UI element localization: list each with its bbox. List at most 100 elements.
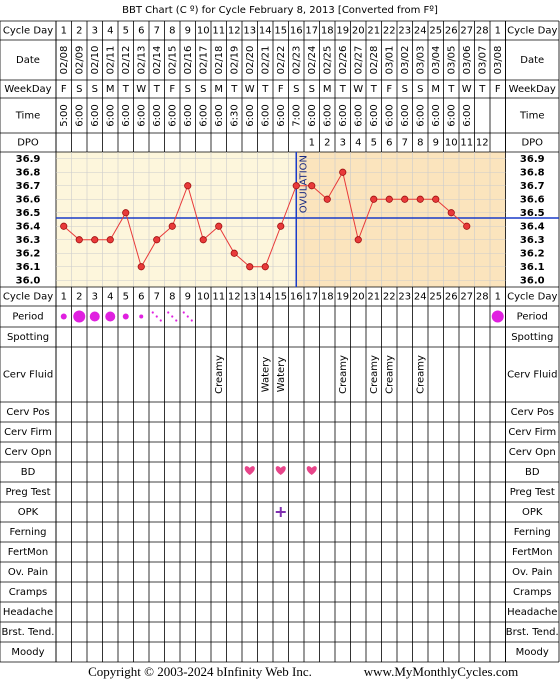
cycle-day: 22 [383,292,396,303]
weekday: T [478,84,486,95]
period-mark [60,313,67,320]
period-spotting [186,315,189,318]
temp-point [122,209,130,217]
dpo: 2 [324,138,330,149]
date: 03/08 [493,46,504,75]
cerv-fluid: Creamy [214,355,225,394]
dpo: 4 [355,138,361,149]
cycle-day: 1 [495,292,501,303]
temp-point [323,195,331,203]
cycle-day: 5 [123,292,129,303]
date: 02/14 [152,46,163,75]
row-label: Ov. Pain [512,567,552,578]
cycle-day: 19 [336,292,349,303]
date: 03/07 [477,46,488,75]
y-tick-label: 36.4 [16,221,41,232]
cerv-fluid: Creamy [415,355,426,394]
y-tick-label: 36.0 [520,275,545,286]
row-label: Brst. Tend. [2,627,55,638]
temp-point [416,195,424,203]
weekday: T [230,84,238,95]
row-label: Spotting [511,332,553,343]
temp-point [339,168,347,176]
cycle-day: 13 [243,26,256,37]
row-label: BD [21,467,36,478]
cycle-day: 11 [212,26,225,37]
weekday: T [370,84,378,95]
date: 02/09 [74,46,85,75]
cycle-day: 25 [429,292,442,303]
cycle-day: 16 [290,292,303,303]
cycle-day: 4 [107,26,113,37]
time: 6:00 [105,104,116,126]
cycle-day: 9 [185,292,191,303]
time: 6:00 [74,104,85,126]
cycle-day: 10 [197,292,210,303]
cycle-day: 16 [290,26,303,37]
row-label: WeekDay [509,84,556,95]
opk-mark [275,507,286,517]
temp-point [153,236,161,244]
period-spotting [159,319,162,322]
date: 02/11 [105,46,116,75]
weekday: F [495,84,501,95]
cycle-day: 23 [398,292,411,303]
date: 02/08 [59,46,70,75]
cycle-day: 13 [243,292,256,303]
date: 03/06 [462,46,473,75]
chart-title: BBT Chart (C º) for Cycle February 8, 20… [122,5,438,16]
row-label: Ferning [514,527,551,538]
temp-point [385,195,393,203]
weekday: F [169,84,175,95]
cycle-day: 28 [476,26,489,37]
row-label: Cycle Day [507,26,557,37]
temp-point [199,236,207,244]
period-spotting [175,319,178,322]
y-tick-label: 36.1 [520,262,545,273]
cycle-day: 4 [107,292,113,303]
time: 6:00 [276,104,287,126]
temp-point [370,195,378,203]
cerv-fluid: Watery [260,357,271,393]
cerv-fluid: Creamy [338,355,349,394]
row-label: OPK [18,507,39,518]
row-label: FertMon [8,547,48,558]
time: 6:00 [353,104,364,126]
row-label: Period [12,312,43,323]
weekday: S [417,84,423,95]
cycle-day: 8 [169,26,175,37]
period-spotting [190,319,193,322]
temp-point [137,263,145,271]
cycle-day: 20 [352,292,365,303]
y-tick-label: 36.6 [520,194,545,205]
time: 6:00 [462,104,473,126]
temp-point [246,263,254,271]
row-label: Brst. Tend. [506,627,559,638]
period-mark [122,313,129,320]
cycle-day: 14 [259,292,272,303]
temp-point [463,222,471,230]
weekday: F [278,84,284,95]
weekday: S [293,84,299,95]
y-tick-label: 36.8 [16,167,41,178]
time: 6:00 [121,104,132,126]
row-label: Period [517,312,548,323]
dpo: 8 [417,138,423,149]
temp-point [308,182,316,190]
time: 6:00 [322,104,333,126]
weekday: T [153,84,161,95]
date: 02/16 [183,46,194,75]
period-spotting [171,315,174,318]
row-label: OPK [522,507,543,518]
time: 6:30 [229,104,240,126]
cycle-day: 10 [197,26,210,37]
row-label: Ov. Pain [8,567,48,578]
date: 02/18 [214,46,225,75]
period-mark [491,310,504,323]
row-label: Ferning [9,527,46,538]
row-label: Cerv Opn [5,447,52,458]
weekday: F [61,84,67,95]
y-tick-label: 36.7 [16,181,41,192]
cycle-day: 7 [154,292,160,303]
cycle-day: 19 [336,26,349,37]
